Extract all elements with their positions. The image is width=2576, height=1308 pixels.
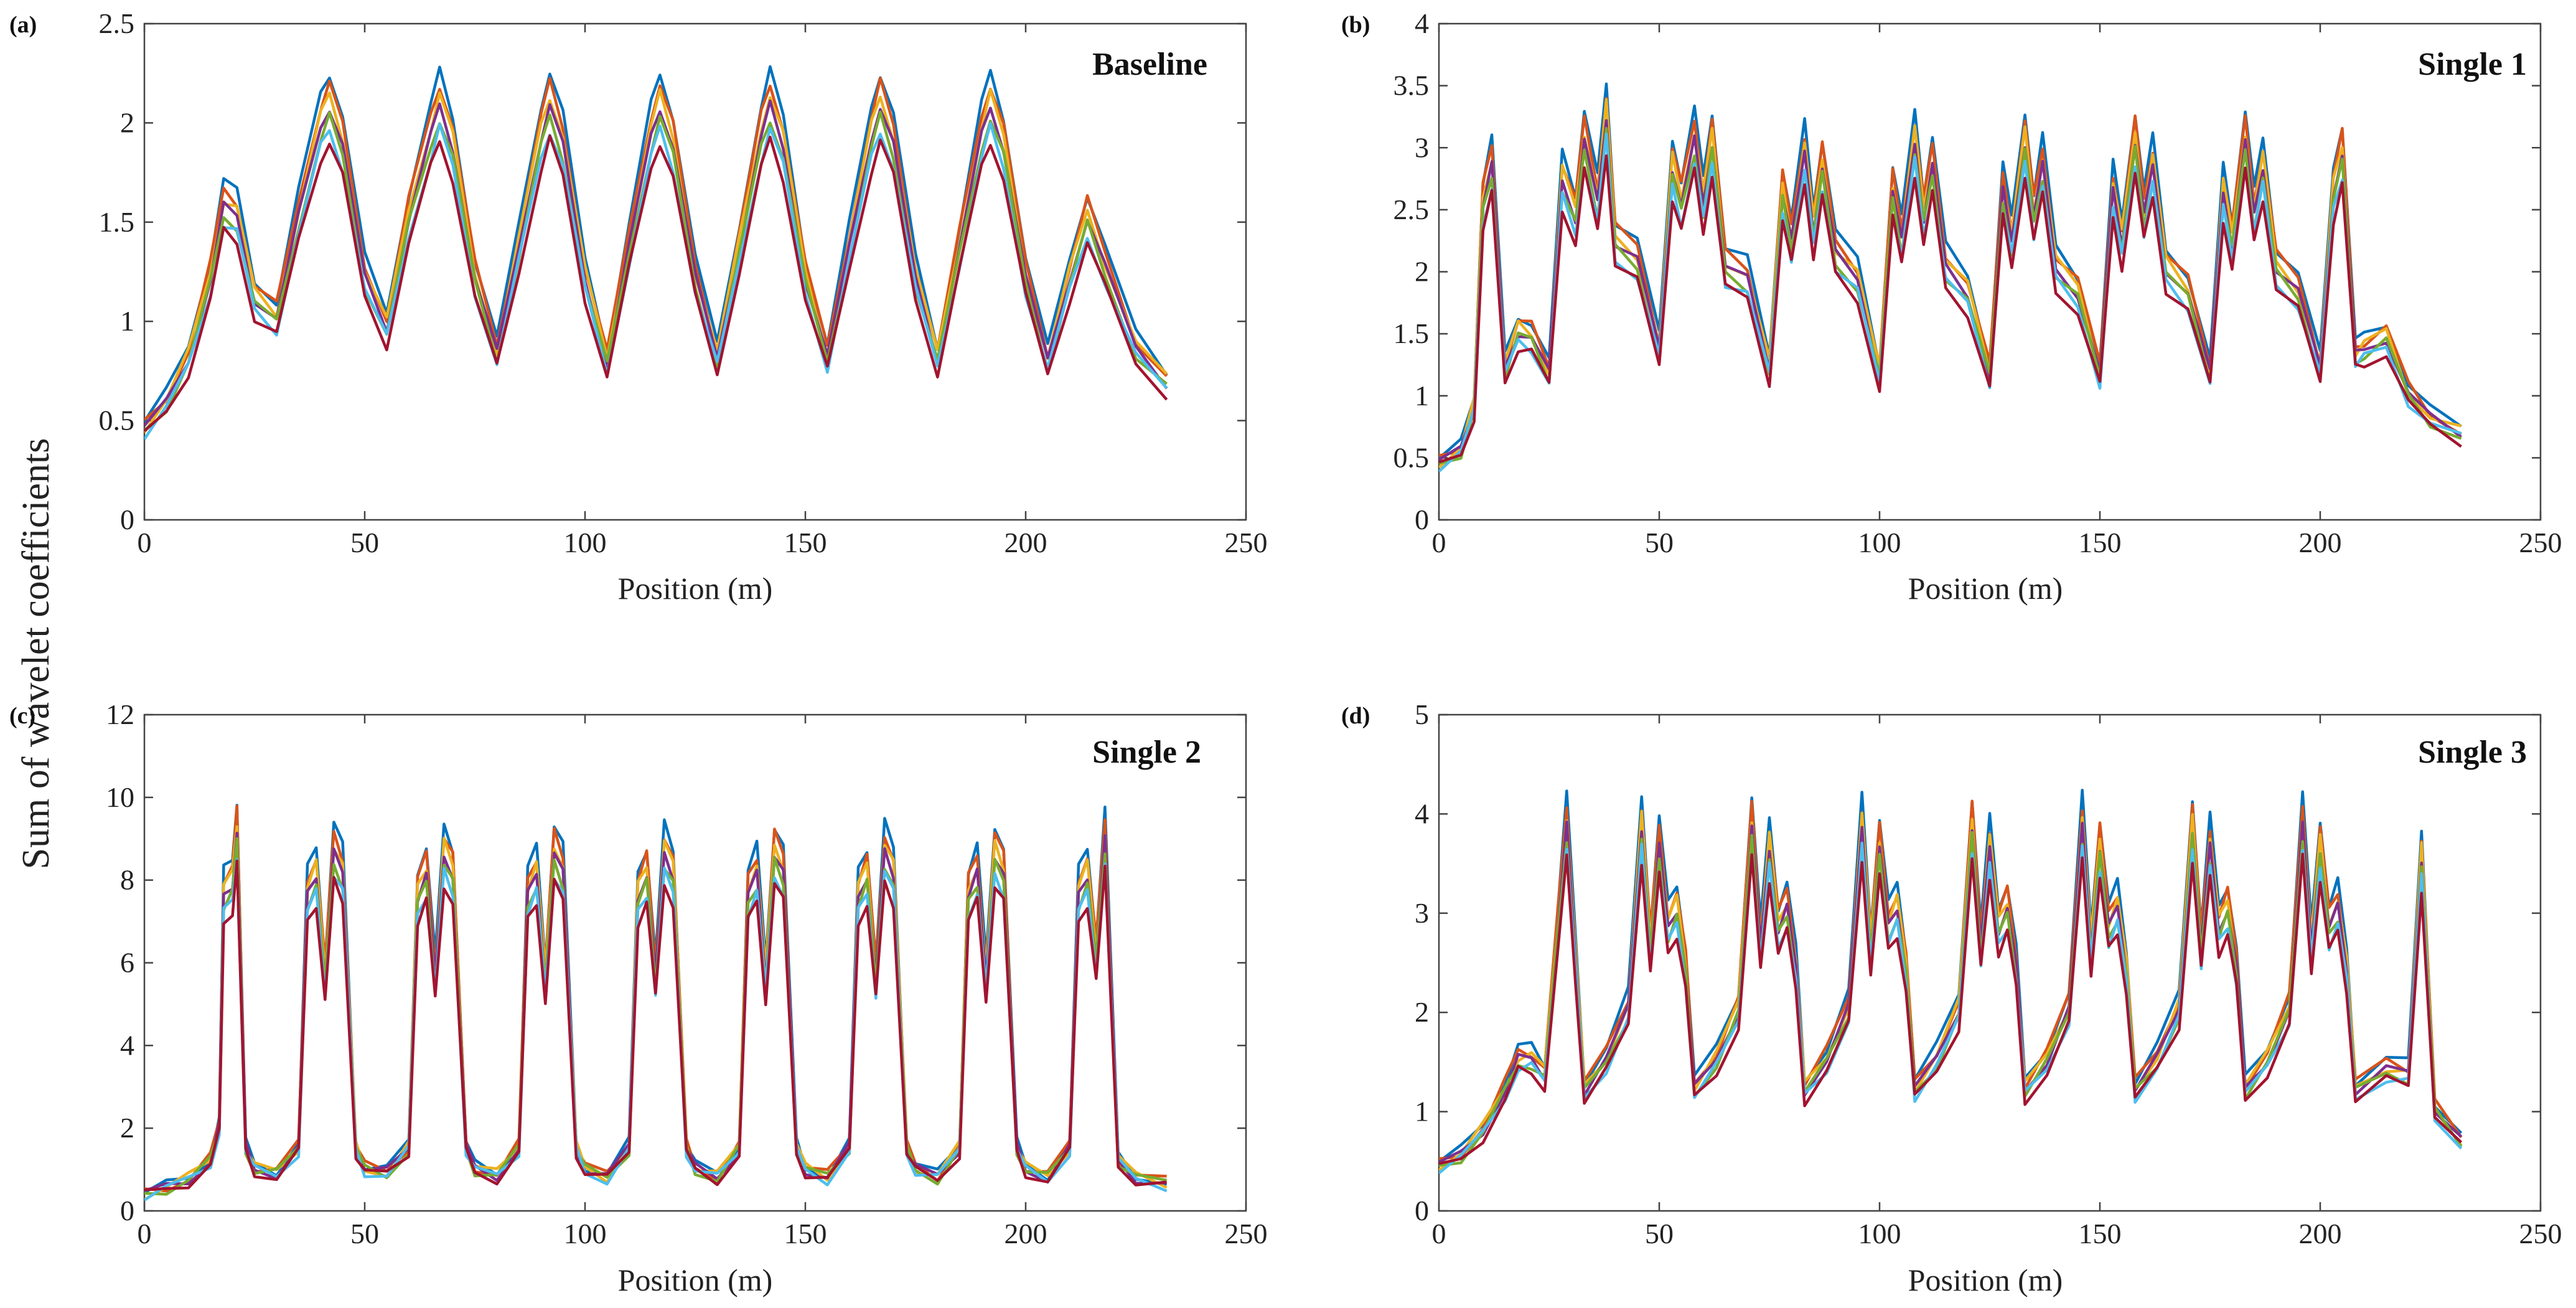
y-tick-label: 12 <box>106 699 134 730</box>
series-line-4 <box>1439 119 2462 461</box>
panel-title: Baseline <box>1092 47 1207 82</box>
series-group <box>144 65 1168 440</box>
x-tick-label: 50 <box>1645 527 1674 558</box>
series-line-7 <box>1439 852 2463 1165</box>
x-tick-label: 50 <box>1645 1218 1674 1249</box>
panel-c: (c) Single 2 Position (m) 0 50 100 150 200 25… <box>9 699 1268 1297</box>
y-tick-label: 1 <box>1415 380 1429 412</box>
series-line-1 <box>1439 788 2463 1163</box>
panel-tag: (c) <box>9 703 35 729</box>
x-tick-label: 0 <box>1432 527 1446 558</box>
panel-tag: (b) <box>1341 12 1370 38</box>
series-line-7 <box>144 859 1167 1192</box>
series-line-6 <box>144 121 1168 440</box>
series-group <box>1439 788 2463 1175</box>
panel-tag: (a) <box>9 12 37 38</box>
y-tick-label: 10 <box>106 781 134 813</box>
panel-title: Single 1 <box>2418 47 2527 82</box>
x-axis-label: Position (m) <box>1908 571 2063 606</box>
x-tick-label: 250 <box>2519 527 2562 558</box>
y-tick-label: 8 <box>120 864 134 896</box>
axes-frame <box>1438 713 2542 1212</box>
x-tick-label: 150 <box>784 1218 827 1249</box>
x-axis-label: Position (m) <box>618 571 773 606</box>
series-group <box>144 804 1168 1202</box>
y-tick-label: 2 <box>1415 996 1429 1028</box>
y-tick-label: 0.5 <box>99 405 135 436</box>
x-tick-label: 100 <box>564 527 607 558</box>
x-tick-label: 50 <box>350 527 379 558</box>
y-tick-label: 0.5 <box>1393 441 1430 473</box>
y-tick-label: 2.5 <box>1393 194 1430 225</box>
x-tick-label: 0 <box>138 527 152 558</box>
y-tick-label: 4 <box>120 1029 134 1061</box>
y-tick-label: 0 <box>120 504 134 535</box>
y-tick-label: 0 <box>1415 504 1429 535</box>
y-tick-label: 4 <box>1415 7 1429 39</box>
series-group <box>1439 82 2462 473</box>
panel-d: (d) Single 3 Position (m) 0 50 100 150 200 25… <box>1341 699 2562 1297</box>
y-tick-label: 2 <box>1415 256 1429 288</box>
y-tick-label: 1.5 <box>1393 318 1430 349</box>
x-tick-label: 200 <box>1005 527 1047 558</box>
y-tick-label: 3.5 <box>1393 70 1430 101</box>
x-axis-label: Position (m) <box>618 1263 773 1297</box>
y-tick-label: 3 <box>1415 897 1429 929</box>
y-tick-label: 5 <box>1415 699 1429 730</box>
panel-title: Single 2 <box>1092 735 1201 770</box>
y-tick-label: 2.5 <box>99 7 135 39</box>
panel-title: Single 3 <box>2418 735 2527 770</box>
x-tick-label: 0 <box>138 1218 152 1249</box>
y-tick-label: 2 <box>120 106 134 138</box>
y-tick-label: 0 <box>120 1195 134 1226</box>
y-tick-label: 1.5 <box>99 206 135 238</box>
x-tick-label: 150 <box>2079 1218 2122 1249</box>
x-axis-label: Position (m) <box>1908 1263 2063 1297</box>
panel-b: (b) Single 1 Position (m) 0 50 100 150 200 25… <box>1341 7 2562 606</box>
x-tick-label: 0 <box>1432 1218 1446 1249</box>
x-tick-label: 50 <box>350 1218 379 1249</box>
panel-a: (a) Baseline Position (m) 0 50 100 150 200 25… <box>9 7 1268 606</box>
x-tick-label: 250 <box>2519 1218 2562 1249</box>
panel-tag: (d) <box>1341 703 1370 729</box>
series-line-4 <box>144 99 1168 427</box>
x-tick-label: 150 <box>2079 527 2122 558</box>
axes-frame <box>143 22 1247 521</box>
y-tick-label: 6 <box>120 947 134 979</box>
x-tick-label: 100 <box>564 1218 607 1249</box>
x-tick-label: 200 <box>2299 1218 2342 1249</box>
x-tick-label: 250 <box>1225 1218 1268 1249</box>
figure-ylabel: Sum of wavelet coefficients <box>15 438 57 870</box>
series-line-1 <box>144 65 1168 423</box>
y-tick-label: 1 <box>120 305 134 337</box>
y-tick-label: 1 <box>1415 1096 1429 1127</box>
y-tick-label: 3 <box>1415 131 1429 163</box>
series-line-7 <box>1439 154 2462 464</box>
x-tick-label: 200 <box>2299 527 2342 558</box>
x-tick-label: 150 <box>784 527 827 558</box>
x-tick-label: 100 <box>1858 527 1901 558</box>
x-tick-label: 200 <box>1005 1218 1047 1249</box>
series-line-7 <box>144 134 1168 432</box>
y-tick-label: 4 <box>1415 798 1429 829</box>
x-tick-label: 100 <box>1858 1218 1901 1249</box>
y-tick-label: 0 <box>1415 1195 1429 1226</box>
axes-frame <box>143 713 1247 1212</box>
y-tick-label: 2 <box>120 1112 134 1144</box>
x-tick-label: 250 <box>1225 527 1268 558</box>
